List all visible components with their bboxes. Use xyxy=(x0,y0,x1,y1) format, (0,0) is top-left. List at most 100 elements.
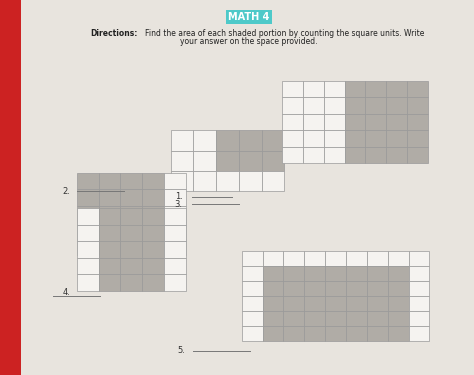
Bar xyxy=(120,189,142,206)
Bar xyxy=(367,296,388,311)
Bar xyxy=(367,326,388,341)
Bar xyxy=(164,258,186,274)
Bar xyxy=(142,208,164,225)
Bar xyxy=(193,171,216,191)
Bar xyxy=(242,251,263,266)
Bar xyxy=(324,130,345,147)
Bar xyxy=(407,97,428,114)
Bar xyxy=(407,147,428,163)
Bar xyxy=(263,251,283,266)
Bar xyxy=(216,171,239,191)
Text: 1.: 1. xyxy=(174,192,182,201)
Bar xyxy=(346,326,367,341)
Bar xyxy=(77,189,99,206)
Bar xyxy=(142,189,164,206)
Bar xyxy=(242,326,263,341)
Bar xyxy=(120,238,142,255)
Text: 3.: 3. xyxy=(174,200,182,209)
Bar xyxy=(120,208,142,225)
Bar xyxy=(262,130,284,151)
Bar xyxy=(99,274,120,291)
Bar xyxy=(345,97,365,114)
Bar xyxy=(242,296,263,311)
Bar xyxy=(325,326,346,341)
Bar xyxy=(409,311,429,326)
Bar xyxy=(345,114,365,130)
Bar xyxy=(77,222,99,238)
Bar xyxy=(303,130,324,147)
Bar xyxy=(239,171,262,191)
Bar xyxy=(120,172,142,189)
Bar xyxy=(346,296,367,311)
Bar xyxy=(142,238,164,255)
Bar xyxy=(99,238,120,255)
Bar xyxy=(407,81,428,97)
Bar xyxy=(304,266,325,281)
Bar xyxy=(77,258,99,274)
Bar xyxy=(388,266,409,281)
Bar xyxy=(346,251,367,266)
Bar xyxy=(142,225,164,241)
Bar xyxy=(367,281,388,296)
Bar xyxy=(193,130,216,151)
Bar xyxy=(282,114,303,130)
Bar xyxy=(164,238,186,255)
Bar xyxy=(142,206,164,222)
Bar xyxy=(345,147,365,163)
Bar xyxy=(77,274,99,291)
Bar xyxy=(365,114,386,130)
Bar xyxy=(77,225,99,241)
Bar xyxy=(388,311,409,326)
Bar xyxy=(142,172,164,189)
Bar xyxy=(99,225,120,241)
Bar xyxy=(386,147,407,163)
Bar xyxy=(171,151,193,171)
Text: your answer on the space provided.: your answer on the space provided. xyxy=(180,38,318,46)
Bar xyxy=(386,97,407,114)
Bar xyxy=(346,281,367,296)
Bar xyxy=(77,241,99,258)
Bar xyxy=(239,151,262,171)
Bar xyxy=(283,296,304,311)
Bar xyxy=(99,172,120,189)
Bar xyxy=(407,130,428,147)
Bar xyxy=(120,258,142,274)
Bar xyxy=(142,258,164,274)
Bar xyxy=(346,266,367,281)
Bar xyxy=(164,274,186,291)
Bar xyxy=(303,97,324,114)
Bar xyxy=(216,151,239,171)
Bar xyxy=(283,266,304,281)
Bar xyxy=(262,171,284,191)
Bar xyxy=(367,311,388,326)
Bar xyxy=(303,81,324,97)
Bar xyxy=(171,171,193,191)
Bar xyxy=(325,311,346,326)
Bar xyxy=(99,208,120,225)
Bar xyxy=(164,189,186,206)
Bar xyxy=(283,281,304,296)
Bar xyxy=(367,251,388,266)
Bar xyxy=(283,326,304,341)
Bar xyxy=(407,114,428,130)
Bar xyxy=(324,114,345,130)
Bar xyxy=(99,241,120,258)
Bar xyxy=(239,130,262,151)
Text: 5.: 5. xyxy=(177,346,185,355)
Bar xyxy=(409,266,429,281)
Bar xyxy=(386,130,407,147)
Bar xyxy=(164,208,186,225)
Bar xyxy=(99,222,120,238)
Bar xyxy=(367,266,388,281)
Bar xyxy=(164,206,186,222)
Bar xyxy=(0,0,21,375)
Bar xyxy=(388,251,409,266)
Text: Find the area of each shaded portion by counting the square units. Write: Find the area of each shaded portion by … xyxy=(145,28,424,38)
Bar xyxy=(409,281,429,296)
Bar xyxy=(171,130,193,151)
Bar xyxy=(263,311,283,326)
Bar xyxy=(303,114,324,130)
Bar xyxy=(216,130,239,151)
Bar xyxy=(282,81,303,97)
Bar xyxy=(325,296,346,311)
